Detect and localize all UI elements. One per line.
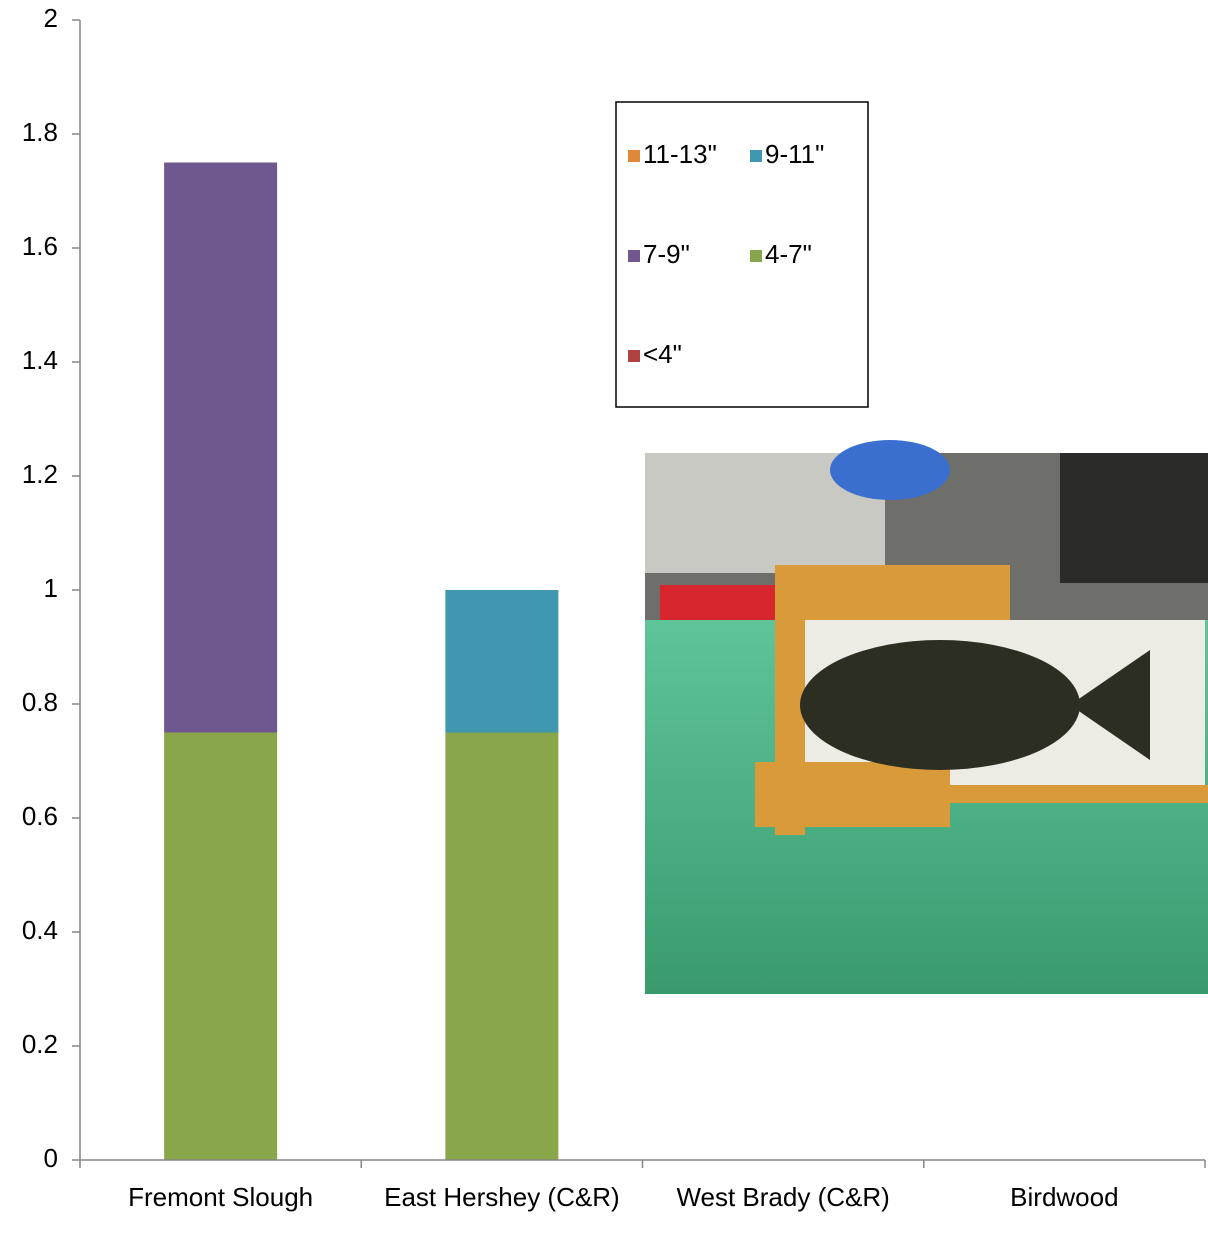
photo [645,440,1208,994]
bar-segment [164,162,278,733]
bar-segment [445,590,559,733]
legend-swatch [750,150,762,162]
y-tick-label: 2 [44,3,58,33]
y-tick-label: 1.8 [22,117,58,147]
legend-swatch [750,250,762,262]
y-tick-label: 0 [44,1143,58,1173]
legend-swatch [628,150,640,162]
y-tick-label: 0.6 [22,801,58,831]
x-tick-label: East Hershey (C&R) [384,1182,620,1212]
legend-swatch [628,250,640,262]
legend-label: 9-11" [765,139,824,169]
legend-label: 7-9" [643,239,690,269]
y-tick-label: 0.2 [22,1029,58,1059]
bar-segment [445,732,559,1160]
x-tick-label: Birdwood [1010,1182,1119,1212]
x-tick-label: Fremont Slough [128,1182,314,1212]
bar-segment [164,732,278,1160]
legend-swatch [628,350,640,362]
legend-label: 4-7" [765,239,812,269]
y-tick-label: 1.6 [22,231,58,261]
y-tick-label: 0.4 [22,915,58,945]
legend-label: 11-13" [643,139,717,169]
y-tick-label: 0.8 [22,687,58,717]
y-tick-label: 1.4 [22,345,58,375]
legend [615,101,869,408]
legend-label: <4" [643,339,682,369]
y-tick-label: 1.2 [22,459,58,489]
x-tick-label: West Brady (C&R) [676,1182,890,1212]
y-tick-label: 1 [44,573,58,603]
